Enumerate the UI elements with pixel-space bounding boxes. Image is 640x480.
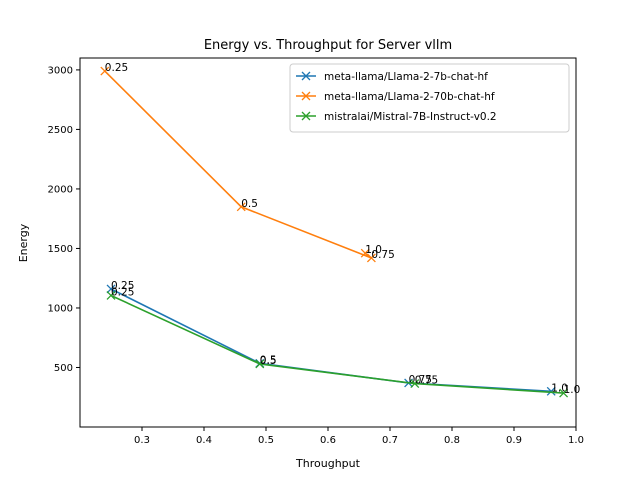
legend-marker xyxy=(301,111,311,121)
x-tick-label: 0.3 xyxy=(134,435,150,446)
legend-marker xyxy=(301,71,311,81)
legend-item: meta-llama/Llama-2-7b-chat-hf xyxy=(296,71,488,83)
data-point-marker xyxy=(100,66,110,76)
data-point-marker xyxy=(236,202,246,212)
data-point-label: 0.5 xyxy=(241,198,258,210)
data-point-marker xyxy=(255,359,265,369)
legend-box xyxy=(289,63,570,133)
y-tick-label: 3000 xyxy=(48,65,73,76)
data-point-label: 0.75 xyxy=(415,375,438,387)
legend-item: meta-llama/Llama-2-70b-chat-hf xyxy=(296,91,495,103)
y-tick-label: 2500 xyxy=(48,125,73,136)
data-point-label: 0.75 xyxy=(371,249,394,261)
x-tick-label: 0.7 xyxy=(382,435,398,446)
data-point-marker xyxy=(106,291,116,300)
data-point-label: 0.25 xyxy=(111,280,134,292)
y-tick-label: 1000 xyxy=(48,303,73,314)
series-line xyxy=(110,294,564,394)
series-2: 0.25 0.5 0.751.0 xyxy=(100,62,395,263)
y-axis-label: Energy xyxy=(17,223,30,262)
x-axis-label: Throughput xyxy=(295,457,361,470)
data-point-marker xyxy=(366,253,376,263)
x-tick-label: 0.8 xyxy=(444,435,460,446)
data-point-marker xyxy=(410,379,420,389)
x-tick-label: 0.6 xyxy=(320,435,336,446)
series-line xyxy=(110,288,552,393)
data-point-label: 0.25 xyxy=(111,286,134,298)
plot-frame xyxy=(79,57,577,428)
data-point-marker xyxy=(106,284,116,294)
data-point-label: 1.0 xyxy=(551,382,568,394)
legend-item: mistralai/Mistral-7B-Instruct-v0.2 xyxy=(296,111,497,123)
data-point-marker xyxy=(559,388,569,398)
series-3: 0.25 0.5 0.75 1.0 xyxy=(106,286,581,398)
legend-label: meta-llama/Llama-2-70b-chat-hf xyxy=(324,91,495,103)
chart-title: Energy vs. Throughput for Server vllm xyxy=(204,38,452,53)
data-point-label: 0.25 xyxy=(105,62,128,74)
y-tick-label: 1500 xyxy=(48,244,73,255)
data-point-marker xyxy=(546,386,556,396)
x-tick-label: 0.4 xyxy=(196,435,212,446)
legend-label: mistralai/Mistral-7B-Instruct-v0.2 xyxy=(324,111,497,123)
data-point-marker xyxy=(360,248,370,258)
legend-marker xyxy=(301,91,311,101)
data-point-label: 0.5 xyxy=(260,354,277,366)
x-tick-label: 1.0 xyxy=(568,435,584,446)
x-tick-label: 0.9 xyxy=(506,435,522,446)
x-tick-label: 0.5 xyxy=(258,435,274,446)
legend: meta-llama/Llama-2-7b-chat-hf meta-llama/… xyxy=(289,63,570,133)
series-1: 0.25 0.5 0.75 1.0 xyxy=(106,280,568,396)
y-tick-label: 500 xyxy=(54,363,73,374)
data-point-label: 1.0 xyxy=(365,244,382,256)
data-point-label: 0.5 xyxy=(260,355,277,367)
data-point-label: 1.0 xyxy=(564,384,581,396)
legend-label: meta-llama/Llama-2-7b-chat-hf xyxy=(324,71,488,83)
y-tick-label: 2000 xyxy=(48,184,73,195)
